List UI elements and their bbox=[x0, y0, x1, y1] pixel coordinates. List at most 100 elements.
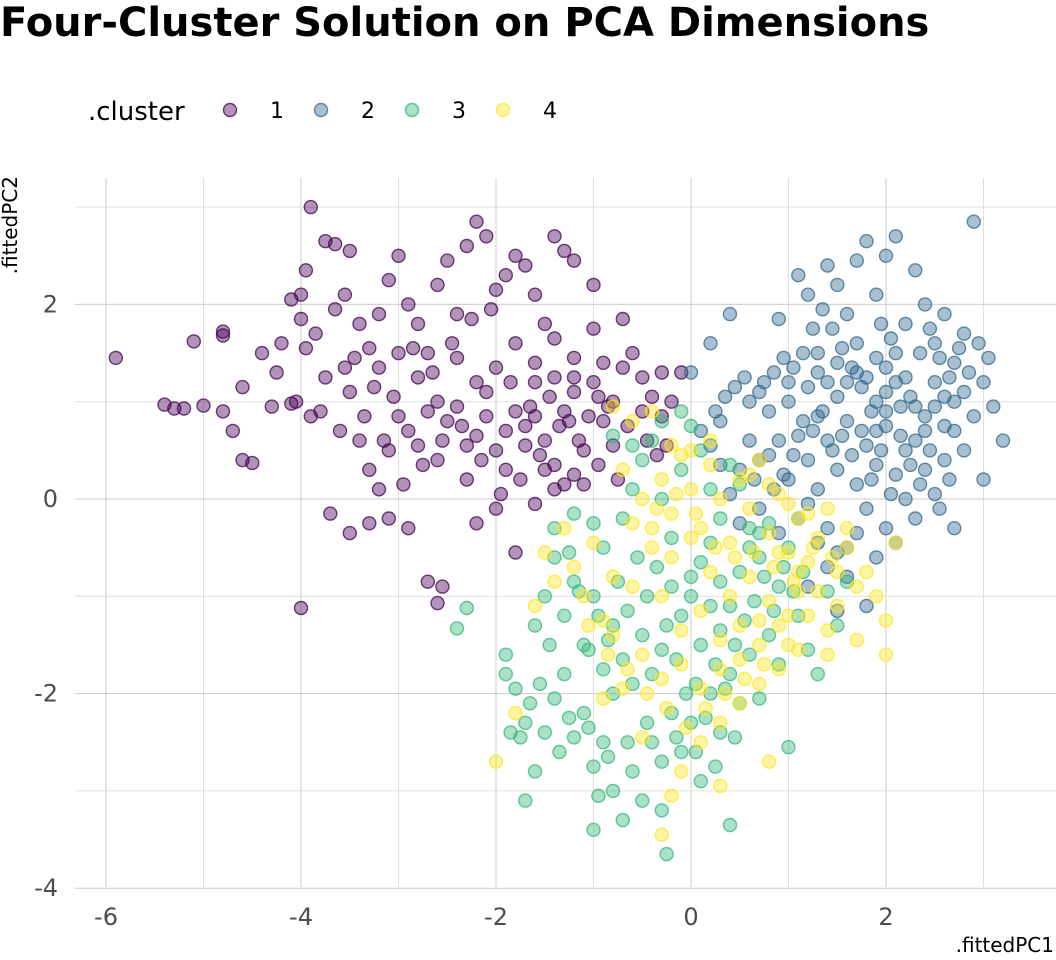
cluster-1-point bbox=[420, 574, 435, 589]
cluster-2-point bbox=[859, 598, 874, 614]
cluster-4-point bbox=[732, 618, 747, 633]
cluster-4-point bbox=[683, 482, 699, 497]
cluster-1-point bbox=[674, 365, 689, 380]
cluster-3-point bbox=[596, 735, 611, 750]
cluster-1-point bbox=[615, 360, 630, 375]
cluster-3-point bbox=[747, 594, 762, 609]
cluster-3-point bbox=[722, 457, 738, 473]
cluster-2-point bbox=[810, 365, 825, 380]
cluster-3-point bbox=[693, 443, 708, 458]
cluster-3-point bbox=[752, 525, 767, 541]
cluster-4-point bbox=[820, 623, 835, 638]
cluster-4-point bbox=[713, 491, 728, 507]
cluster-4-point bbox=[771, 662, 786, 677]
cluster-3-point bbox=[683, 569, 699, 584]
cluster-2-point bbox=[937, 452, 952, 468]
cluster-1-point bbox=[639, 433, 655, 448]
cluster-2-point bbox=[786, 360, 801, 375]
cluster-1-point bbox=[186, 334, 202, 349]
cluster-2-point bbox=[986, 399, 1001, 414]
cluster-2-point bbox=[873, 443, 889, 458]
cluster-4-point bbox=[683, 530, 699, 546]
cluster-4-point bbox=[659, 701, 674, 716]
cluster-3-point bbox=[537, 589, 552, 604]
x-tick-label: 0 bbox=[683, 903, 698, 931]
cluster-4-point bbox=[820, 501, 835, 516]
cluster-4-point bbox=[756, 657, 772, 672]
cluster-1-point bbox=[430, 595, 445, 611]
cluster-1-point bbox=[644, 389, 660, 404]
cluster-2-point bbox=[947, 521, 962, 536]
cluster-1-point bbox=[537, 462, 552, 477]
cluster-2-point bbox=[800, 379, 816, 395]
cluster-4-point bbox=[771, 618, 786, 633]
cluster-1-point bbox=[362, 462, 377, 477]
cluster-2-point bbox=[791, 268, 806, 283]
cluster-4-point bbox=[600, 647, 616, 662]
cluster-4-point bbox=[586, 535, 601, 550]
cluster-3-point bbox=[498, 666, 513, 682]
cluster-3-point bbox=[722, 598, 738, 614]
cluster-1-point bbox=[527, 287, 543, 302]
cluster-1-point bbox=[508, 248, 523, 264]
cluster-4-point bbox=[620, 662, 635, 677]
chart-title: Four-Cluster Solution on PCA Dimensions bbox=[0, 0, 930, 46]
cluster-3-point bbox=[659, 846, 674, 862]
cluster-3-point bbox=[635, 452, 650, 468]
x-axis-label: .fittedPC1 bbox=[956, 933, 1054, 957]
cluster-1-point bbox=[444, 336, 460, 351]
cluster-3-point bbox=[756, 569, 772, 584]
legend: .cluster 1 2 3 4 bbox=[88, 97, 557, 127]
cluster-1-point bbox=[591, 457, 606, 473]
cluster-2-point bbox=[883, 331, 899, 346]
cluster-3-point bbox=[605, 783, 621, 799]
cluster-2-point bbox=[942, 472, 957, 487]
cluster-2-point bbox=[791, 428, 806, 443]
cluster-4-point bbox=[674, 623, 689, 638]
cluster-1-point bbox=[586, 375, 601, 390]
cluster-1-point bbox=[435, 433, 450, 448]
cluster-2-point bbox=[927, 486, 942, 502]
cluster-2-point bbox=[703, 336, 718, 351]
y-tick-label: 2 bbox=[43, 290, 58, 318]
cluster-3-point bbox=[786, 584, 801, 599]
cluster-2-point bbox=[805, 423, 821, 439]
cluster-3-point bbox=[727, 730, 743, 745]
cluster-1-point bbox=[215, 324, 231, 339]
cluster-1-point bbox=[527, 375, 543, 390]
cluster-4-point bbox=[830, 598, 845, 614]
cluster-4-point bbox=[508, 705, 523, 721]
cluster-2-point bbox=[912, 345, 928, 361]
cluster-3-point bbox=[674, 462, 689, 477]
cluster-4-point bbox=[781, 637, 796, 653]
cluster-2-point bbox=[795, 414, 811, 429]
cluster-1-point bbox=[396, 477, 411, 492]
cluster-2-point bbox=[830, 355, 845, 370]
cluster-3-point bbox=[791, 608, 806, 623]
legend-label-1: 1 bbox=[270, 99, 284, 124]
cluster-3-point bbox=[820, 584, 835, 599]
cluster-3-point bbox=[518, 715, 533, 730]
cluster-3-point bbox=[717, 681, 733, 696]
cluster-1-point bbox=[410, 316, 426, 332]
cluster-3-point bbox=[776, 559, 791, 575]
cluster-1-point bbox=[308, 326, 323, 341]
cluster-4-point bbox=[693, 603, 708, 619]
cluster-2-point bbox=[898, 316, 913, 332]
cluster-4-point bbox=[644, 540, 660, 555]
cluster-2-point bbox=[839, 375, 855, 390]
cluster-1-point bbox=[635, 404, 650, 419]
cluster-3-point bbox=[654, 754, 669, 769]
cluster-3-point bbox=[703, 482, 718, 497]
cluster-1-point bbox=[479, 384, 494, 400]
cluster-1-point bbox=[342, 525, 357, 541]
cluster-4-point bbox=[693, 521, 708, 536]
y-tick-label: -4 bbox=[34, 874, 58, 902]
cluster-1-point bbox=[557, 477, 572, 492]
cluster-1-point bbox=[605, 438, 621, 453]
cluster-4-point bbox=[761, 525, 777, 541]
cluster-2-point bbox=[878, 248, 894, 264]
cluster-3-point bbox=[537, 725, 552, 740]
cluster-1-point bbox=[293, 287, 309, 302]
